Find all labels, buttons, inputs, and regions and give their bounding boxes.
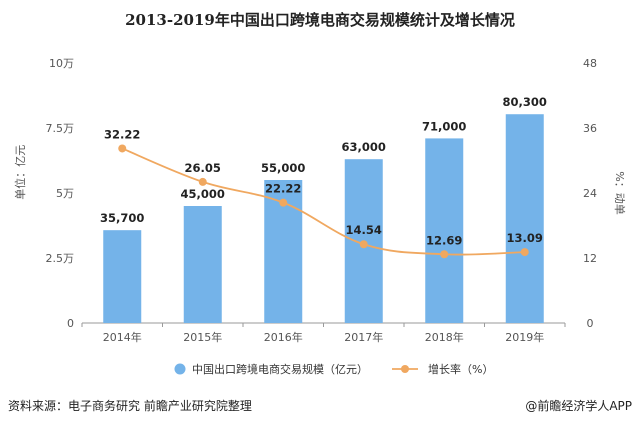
- y-right-tick-label: 48: [583, 57, 597, 70]
- y-left-axis-title: 单位：亿元: [13, 145, 27, 200]
- y-right-tick-label: 24: [583, 187, 597, 200]
- line-point: [279, 198, 288, 207]
- y-left-tick-label: 0: [67, 317, 74, 330]
- line-point: [440, 250, 449, 259]
- bar-value-label: 55,000: [261, 161, 305, 175]
- growth-rate-line: [121, 147, 525, 256]
- y-right-tick-label: 36: [583, 122, 597, 135]
- y-left-tick-label: 10万: [49, 57, 74, 70]
- x-tick-label: 2014年: [103, 330, 142, 344]
- x-tick-label: 2017年: [344, 330, 383, 344]
- x-tick-label: 2016年: [264, 330, 303, 344]
- line-point: [359, 240, 368, 249]
- bar-value-label: 63,000: [342, 140, 386, 154]
- line-value-label: 13.09: [507, 231, 543, 245]
- bar: [425, 138, 464, 323]
- line-value-label: 32.22: [104, 127, 140, 141]
- y-left-tick-label: 5万: [56, 187, 74, 200]
- y-right-tick-label: 12: [583, 252, 597, 265]
- line-value-label: 12.69: [426, 233, 462, 247]
- legend-label: 增长率（%）: [428, 362, 493, 376]
- line-point: [118, 144, 127, 153]
- line-series: 32.22 26.05 22.22 14.54 12.69 13.09: [104, 127, 543, 259]
- line-value-label: 26.05: [185, 161, 221, 175]
- y-right-tick-label: 0: [587, 317, 594, 330]
- bar-value-label: 80,300: [503, 95, 547, 109]
- x-tick-label: 2019年: [505, 330, 544, 344]
- bar: [103, 230, 142, 323]
- bar: [183, 206, 222, 323]
- bar-value-label: 45,000: [181, 187, 225, 201]
- axes: 0 2.5万 5万 7.5万 10万 0 12 24 36 48 2014年 2015年 2016年 20…: [13, 57, 626, 344]
- bar: [505, 114, 544, 323]
- source-note: 资料来源：电子商务研究 前瞻产业研究院整理: [8, 398, 252, 413]
- line-value-label: 22.22: [265, 182, 301, 196]
- bar-value-label: 35,700: [100, 211, 144, 225]
- y-left-tick-label: 2.5万: [46, 252, 75, 265]
- legend: 中国出口跨境电商交易规模（亿元） 增长率（%）: [174, 362, 493, 376]
- y-left-tick-label: 7.5万: [46, 122, 75, 135]
- credit-note: @前瞻经济学人APP: [525, 398, 632, 413]
- legend-marker-bar: [174, 363, 186, 375]
- bar-series: 35,700 45,000 55,000 63,000 71,000 80,300: [100, 95, 547, 323]
- line-value-label: 14.54: [346, 223, 382, 237]
- legend-marker-point: [401, 365, 409, 373]
- x-tick-label: 2018年: [425, 330, 464, 344]
- legend-label: 中国出口跨境电商交易规模（亿元）: [192, 362, 368, 376]
- chart-title: 2013-2019年中国出口跨境电商交易规模统计及增长情况: [125, 11, 515, 29]
- y-right-axis-title: %：动单: [613, 171, 626, 214]
- x-tick-label: 2015年: [183, 330, 222, 344]
- line-point: [520, 248, 529, 257]
- line-point: [198, 177, 207, 186]
- bar-value-label: 71,000: [422, 119, 466, 133]
